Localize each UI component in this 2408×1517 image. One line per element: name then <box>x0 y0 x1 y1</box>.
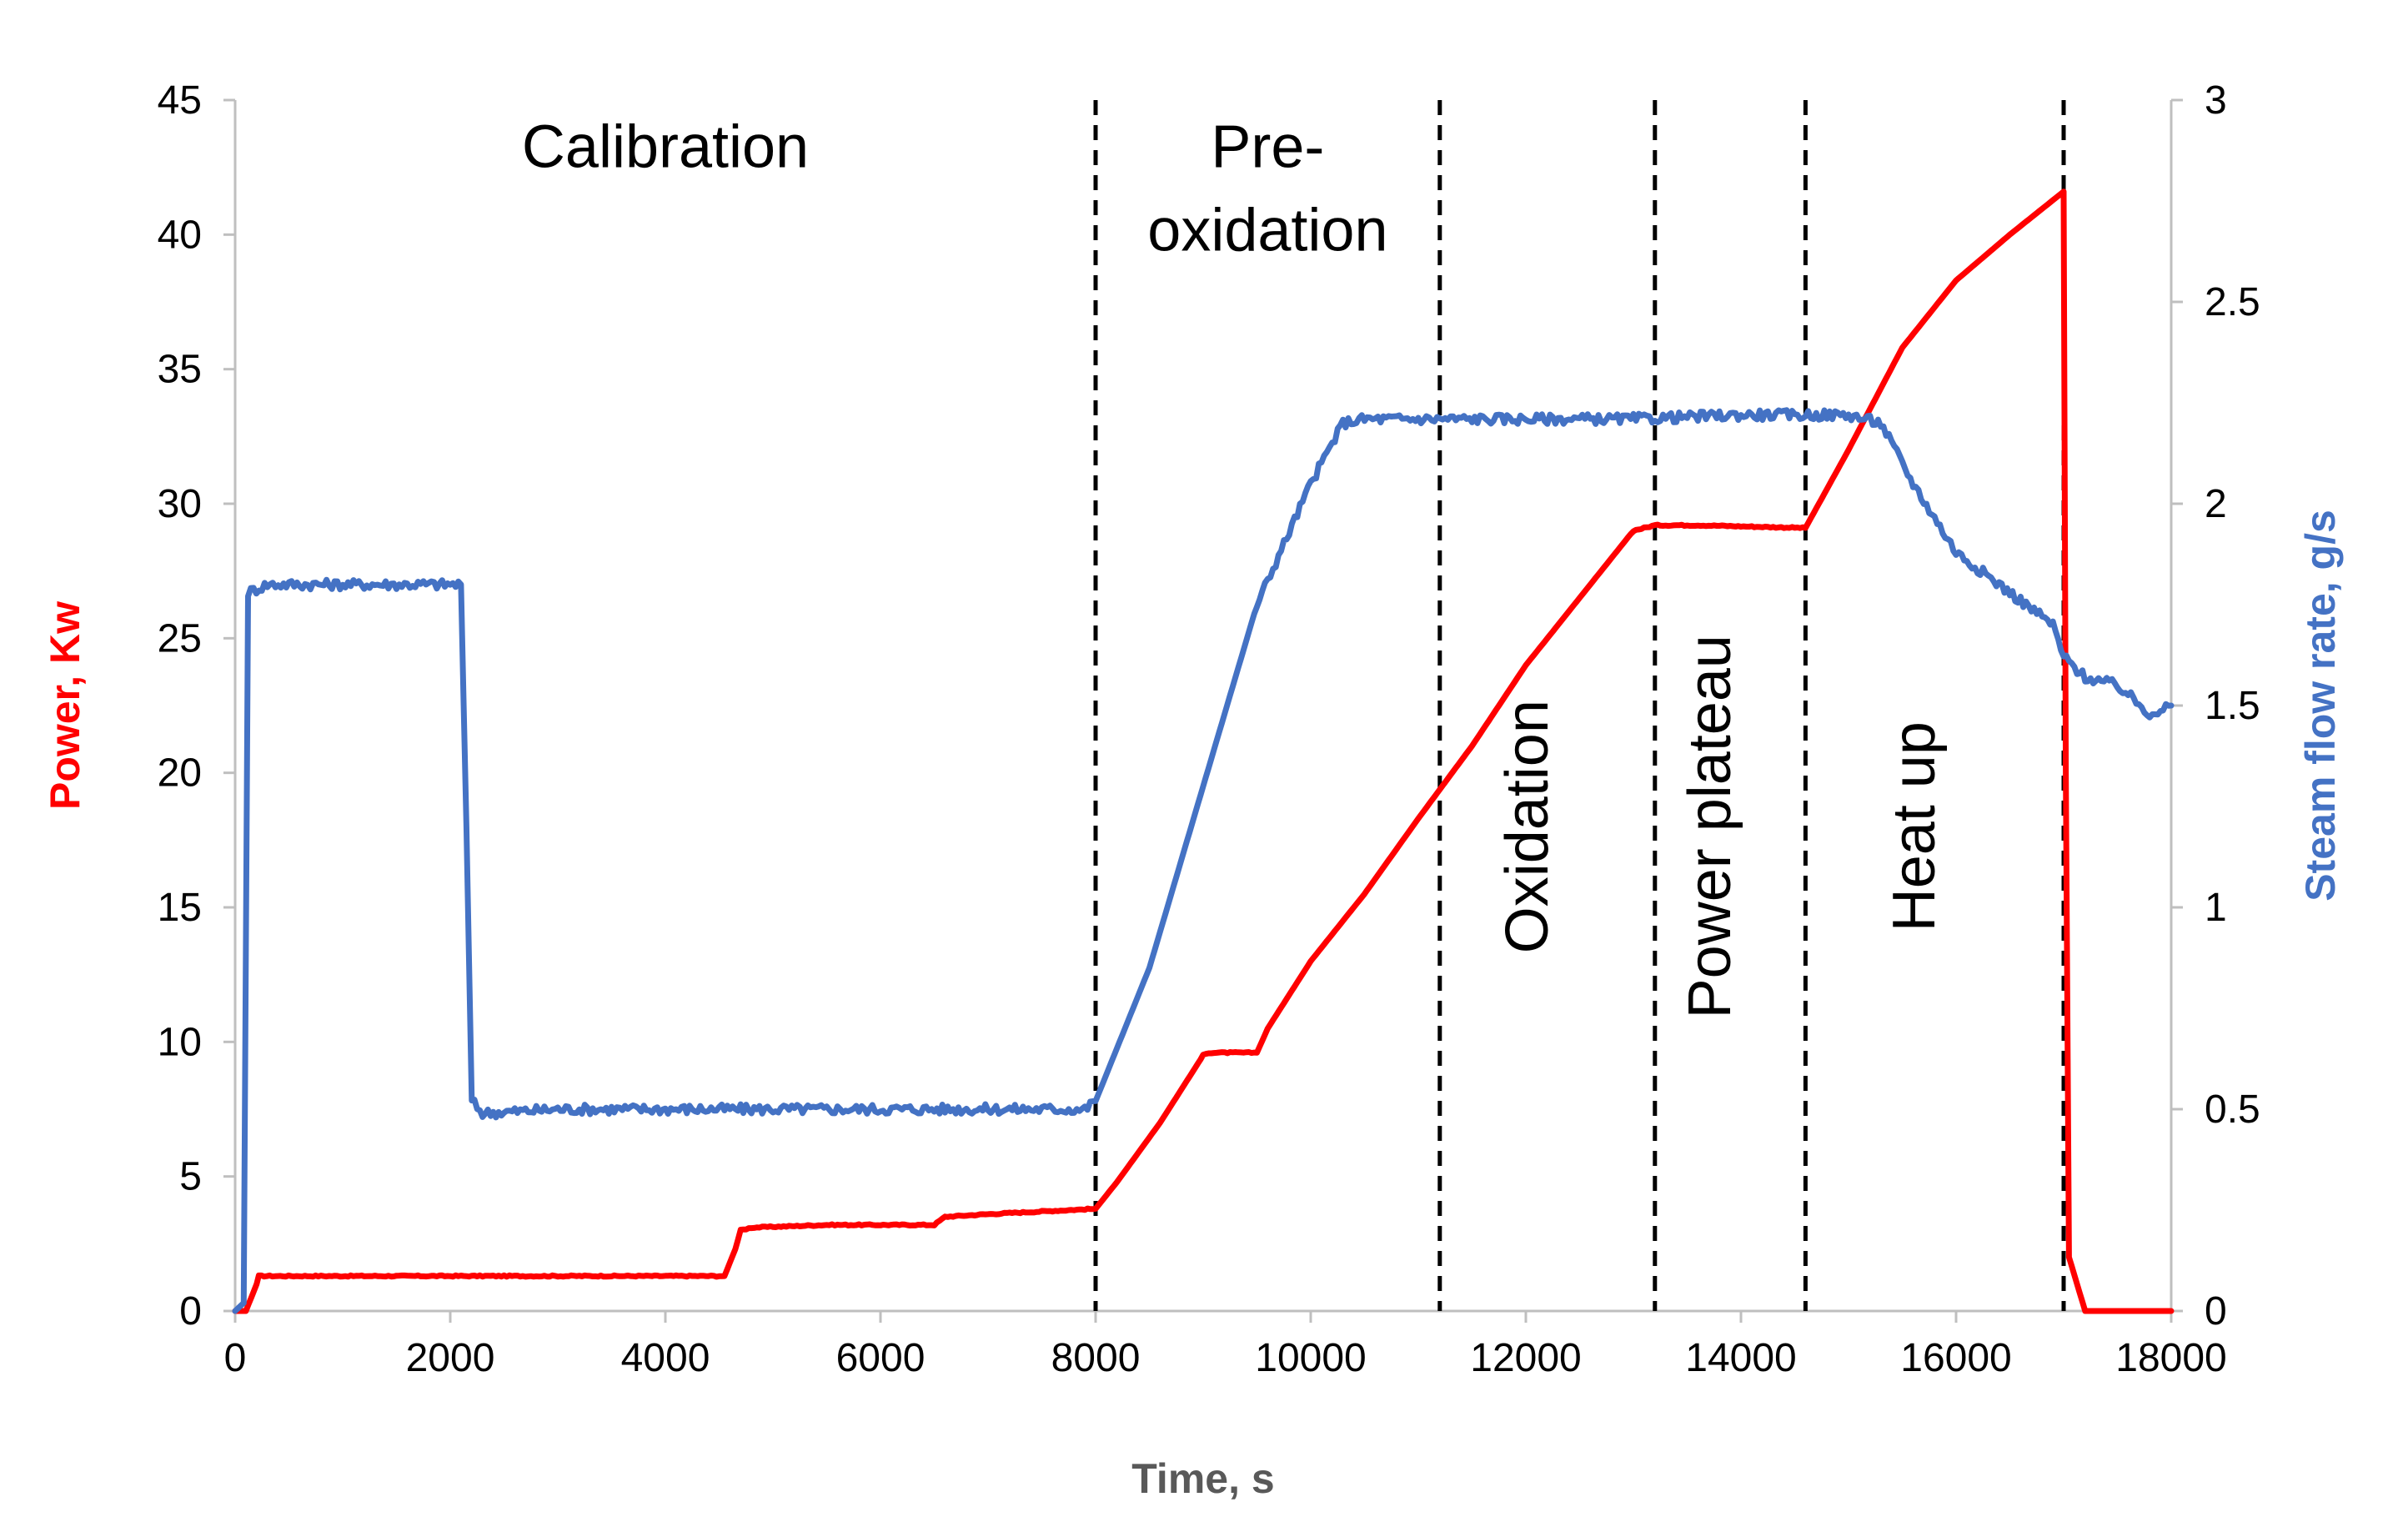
x-tick-label: 10000 <box>1255 1336 1366 1380</box>
y-right-tick-label: 2.5 <box>2205 280 2260 324</box>
x-tick-label: 6000 <box>836 1336 926 1380</box>
y-left-tick-label: 10 <box>158 1020 202 1064</box>
steam-series-line <box>232 407 2175 1314</box>
y-left-axis-title: Power, Kw <box>42 601 88 810</box>
x-tick-label: 4000 <box>621 1336 710 1380</box>
phase-label: oxidation <box>1147 198 1387 264</box>
phase-label: Heat up <box>1881 721 1948 932</box>
x-tick-label: 2000 <box>406 1336 495 1380</box>
y-right-tick-label: 0 <box>2205 1289 2227 1334</box>
y-left-tick-label: 35 <box>158 348 202 392</box>
y-left-tick-label: 45 <box>158 78 202 123</box>
y-left-tick-label: 15 <box>158 886 202 930</box>
y-right-tick-label: 1.5 <box>2205 684 2260 728</box>
power-series-line <box>232 188 2175 1314</box>
y-right-tick-label: 3 <box>2205 78 2227 123</box>
y-right-tick-label: 0.5 <box>2205 1088 2260 1132</box>
labels: Calibration Pre-oxidation Oxidation Power p… <box>522 114 1948 1019</box>
x-tick-label: 16000 <box>1900 1336 2011 1380</box>
y-left-tick-label: 30 <box>158 482 202 526</box>
x-tick-label: 0 <box>224 1336 247 1380</box>
axes: 0 2000 4000 6000 8000 10000 12000 14000 16000 180… <box>42 78 2344 1502</box>
phase-label: Oxidation <box>1494 700 1561 953</box>
phase-label: Power plateau <box>1677 635 1743 1018</box>
y-left-tick-label: 25 <box>158 616 202 661</box>
series-group <box>232 188 2175 1314</box>
y-right-tick-label: 2 <box>2205 482 2227 526</box>
y-right-axis-title: Steam flow rate, g/s <box>2297 510 2344 902</box>
x-tick-label: 12000 <box>1470 1336 1581 1380</box>
y-left-tick-label: 5 <box>179 1155 202 1199</box>
y-left-tick-label: 20 <box>158 751 202 796</box>
x-tick-label: 8000 <box>1051 1336 1141 1380</box>
phase-label: Calibration <box>522 114 809 181</box>
y-left-tick-label: 0 <box>179 1289 202 1334</box>
y-left-tick-label: 40 <box>158 213 202 257</box>
x-axis-title: Time, s <box>1131 1455 1274 1502</box>
x-tick-label: 18000 <box>2115 1336 2226 1380</box>
phase-label: Pre- <box>1211 114 1324 181</box>
y-right-tick-label: 1 <box>2205 886 2227 930</box>
x-tick-label: 14000 <box>1685 1336 1796 1380</box>
